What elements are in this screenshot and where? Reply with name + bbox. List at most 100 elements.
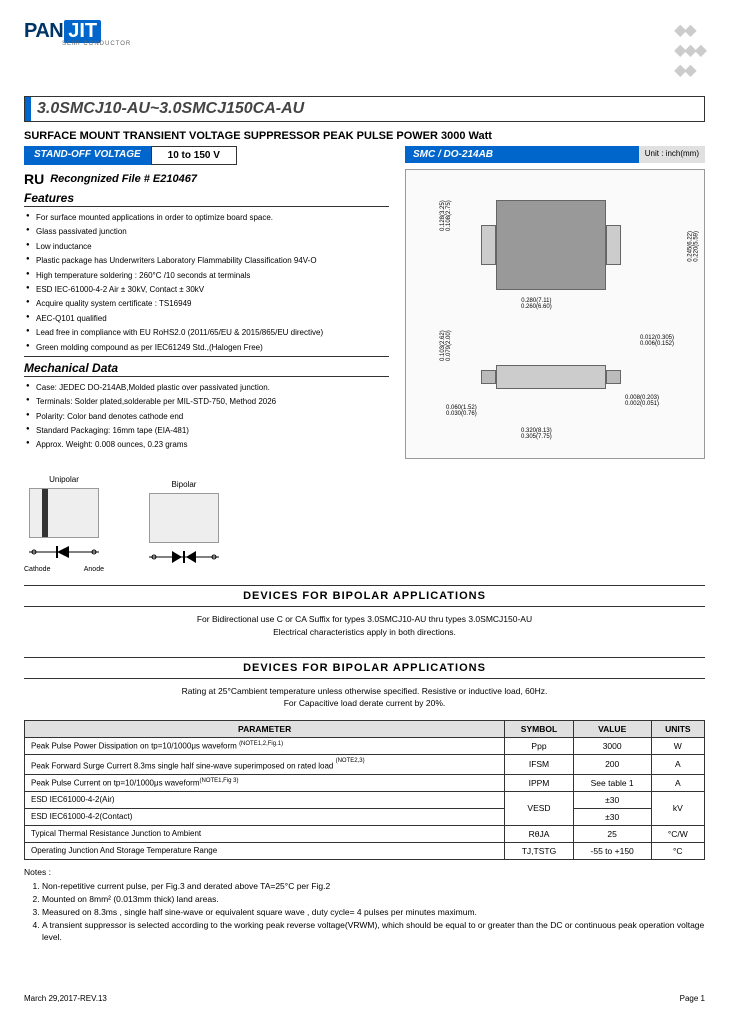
dim-6: 0.060(1.52)0.030(0.76): [446, 405, 477, 417]
value-cell: ±30: [573, 791, 651, 808]
dim-7: 0.008(0.203)0.002(0.051): [625, 395, 659, 407]
dim-3: 0.280(7.11)0.260(6.60): [521, 298, 552, 310]
bipolar-diagram: Bipolar: [144, 480, 224, 569]
note-item: Mounted on 8mm² (0.013mm thick) land are…: [42, 893, 705, 906]
param-header: SYMBOL: [505, 721, 573, 738]
part-number-title: 3.0SMCJ10-AU~3.0SMCJ150CA-AU: [31, 98, 310, 120]
footer-page: Page 1: [680, 994, 705, 1003]
mechdata-item: Polarity: Color band denotes cathode end: [24, 410, 389, 424]
unipolar-label: Unipolar: [49, 475, 79, 484]
param-row: ESD IEC61000-4-2(Contact) ±30: [25, 808, 705, 825]
feature-item: Plastic package has Underwriters Laborat…: [24, 254, 389, 268]
polarity-diagrams: Unipolar Cathode Anode Bipolar: [24, 475, 705, 573]
feature-item: AEC-Q101 qualified: [24, 312, 389, 326]
note-item: Non-repetitive current pulse, per Fig.3 …: [42, 880, 705, 893]
dim-1: 0.128(3.25)0.108(2.75): [440, 200, 452, 231]
mechdata-item: Terminals: Solder plated,solderable per …: [24, 395, 389, 409]
units-cell: A: [651, 755, 704, 775]
section2-title: DEVICES FOR BIPOLAR APPLICATIONS: [24, 657, 705, 679]
recognized-text: Recongnized File # E210467: [50, 173, 197, 185]
feature-item: Glass passivated junction: [24, 225, 389, 239]
features-heading: Features: [24, 191, 389, 207]
param-row: ESD IEC61000-4-2(Air)VESD±30kV: [25, 791, 705, 808]
note-item: Measured on 8.3ms , single half sine-wav…: [42, 906, 705, 919]
cathode-label: Cathode: [24, 566, 50, 573]
section1-text2: Electrical characteristics apply in both…: [24, 626, 705, 639]
param-row: Peak Forward Surge Currert 8.3ms single …: [25, 755, 705, 775]
recognized-row: RU Recongnized File # E210467: [24, 171, 389, 187]
units-cell: W: [651, 738, 704, 755]
ul-mark-icon: RU: [24, 171, 44, 187]
section1-text1: For Bidirectional use C or CA Suffix for…: [24, 613, 705, 626]
page-footer: March 29,2017-REV.13 Page 1: [0, 994, 729, 1013]
notes-title: Notes :: [24, 866, 705, 879]
value-cell: 200: [573, 755, 651, 775]
section2-text: Rating at 25°Cambient temperature unless…: [24, 679, 705, 717]
standoff-value: 10 to 150 V: [151, 146, 237, 165]
param-header: VALUE: [573, 721, 651, 738]
param-cell: Typical Thermal Resistance Junction to A…: [25, 825, 505, 842]
mechdata-item: Case: JEDEC DO-214AB,Molded plastic over…: [24, 381, 389, 395]
section2-text1: Rating at 25°Cambient temperature unless…: [24, 685, 705, 698]
param-cell: Peak Pulse Power Dissipation on tp=10/10…: [25, 738, 505, 755]
param-cell: Peak Pulse Current on tp=10/1000μs wavef…: [25, 774, 505, 791]
feature-item: For surface mounted applications in orde…: [24, 211, 389, 225]
notes-list: Non-repetitive current pulse, per Fig.3 …: [24, 880, 705, 944]
anode-label: Anode: [84, 566, 104, 573]
logo-sub: SEMI CONDUCTOR: [62, 41, 131, 47]
value-cell: 25: [573, 825, 651, 842]
footer-date: March 29,2017-REV.13: [24, 994, 107, 1003]
bipolar-symbol-icon: [144, 547, 224, 567]
logo-pan: PAN: [24, 20, 63, 43]
dim-2: 0.245(6.22)0.220(5.59): [688, 231, 700, 262]
section1-title: DEVICES FOR BIPOLAR APPLICATIONS: [24, 585, 705, 607]
section2-text2: For Capacitive load derate current by 20…: [24, 697, 705, 710]
note-item: A transient suppressor is selected accor…: [42, 919, 705, 945]
feature-item: Green molding compound as per IEC61249 S…: [24, 341, 389, 357]
subtitle: SURFACE MOUNT TRANSIENT VOLTAGE SUPPRESS…: [24, 130, 705, 142]
header-row: PAN JIT SEMI CONDUCTOR ◆◆◆◆◆◆◆: [24, 20, 705, 80]
package-name: SMC / DO-214AB: [405, 146, 639, 163]
param-row: Peak Pulse Power Dissipation on tp=10/10…: [25, 738, 705, 755]
param-row: Typical Thermal Resistance Junction to A…: [25, 825, 705, 842]
symbol-cell: IFSM: [505, 755, 573, 775]
dim-4: 0.103(2.62)0.079(2.00): [440, 330, 452, 361]
mechdata-heading: Mechanical Data: [24, 361, 389, 377]
standoff-row: STAND-OFF VOLTAGE 10 to 150 V: [24, 146, 389, 165]
value-cell: ±30: [573, 808, 651, 825]
package-drawing: 0.128(3.25)0.108(2.75) 0.245(6.22)0.220(…: [405, 169, 705, 459]
package-unit: Unit : inch(mm): [639, 146, 705, 163]
title-bar: 3.0SMCJ10-AU~3.0SMCJ150CA-AU: [24, 96, 705, 122]
logo-jit: JIT: [64, 20, 101, 43]
dim-5: 0.012(0.305)0.006(0.152): [640, 335, 674, 347]
package-header: SMC / DO-214AB Unit : inch(mm): [405, 146, 705, 163]
value-cell: -55 to +150: [573, 842, 651, 859]
mechdata-list: Case: JEDEC DO-214AB,Molded plastic over…: [24, 381, 389, 453]
bipolar-label: Bipolar: [172, 480, 197, 489]
logo: PAN JIT SEMI CONDUCTOR: [24, 20, 131, 47]
units-cell: kV: [651, 791, 704, 825]
symbol-cell: VESD: [505, 791, 573, 825]
units-cell: A: [651, 774, 704, 791]
dim-8: 0.320(8.13)0.305(7.75): [521, 428, 552, 440]
unipolar-symbol-icon: [24, 542, 104, 562]
symbol-cell: TJ,TSTG: [505, 842, 573, 859]
notes-section: Notes : Non-repetitive current pulse, pe…: [24, 866, 705, 945]
symbol-cell: RθJA: [505, 825, 573, 842]
feature-item: Lead free in compliance with EU RoHS2.0 …: [24, 326, 389, 340]
param-cell: ESD IEC61000-4-2(Contact): [25, 808, 505, 825]
feature-item: Low inductance: [24, 240, 389, 254]
mechdata-item: Standard Packaging: 16mm tape (EIA-481): [24, 424, 389, 438]
symbol-cell: IPPM: [505, 774, 573, 791]
unipolar-diagram: Unipolar Cathode Anode: [24, 475, 104, 573]
mechdata-item: Approx. Weight: 0.008 ounces, 0.23 grams: [24, 438, 389, 452]
symbol-cell: Ppp: [505, 738, 573, 755]
param-row: Peak Pulse Current on tp=10/1000μs wavef…: [25, 774, 705, 791]
feature-item: ESD IEC-61000-4-2 Air ± 30kV, Contact ± …: [24, 283, 389, 297]
units-cell: °C: [651, 842, 704, 859]
features-list: For surface mounted applications in orde…: [24, 211, 389, 357]
feature-item: High temperature soldering : 260°C /10 s…: [24, 269, 389, 283]
param-header: UNITS: [651, 721, 704, 738]
param-header: PARAMETER: [25, 721, 505, 738]
section1-text: For Bidirectional use C or CA Suffix for…: [24, 607, 705, 645]
